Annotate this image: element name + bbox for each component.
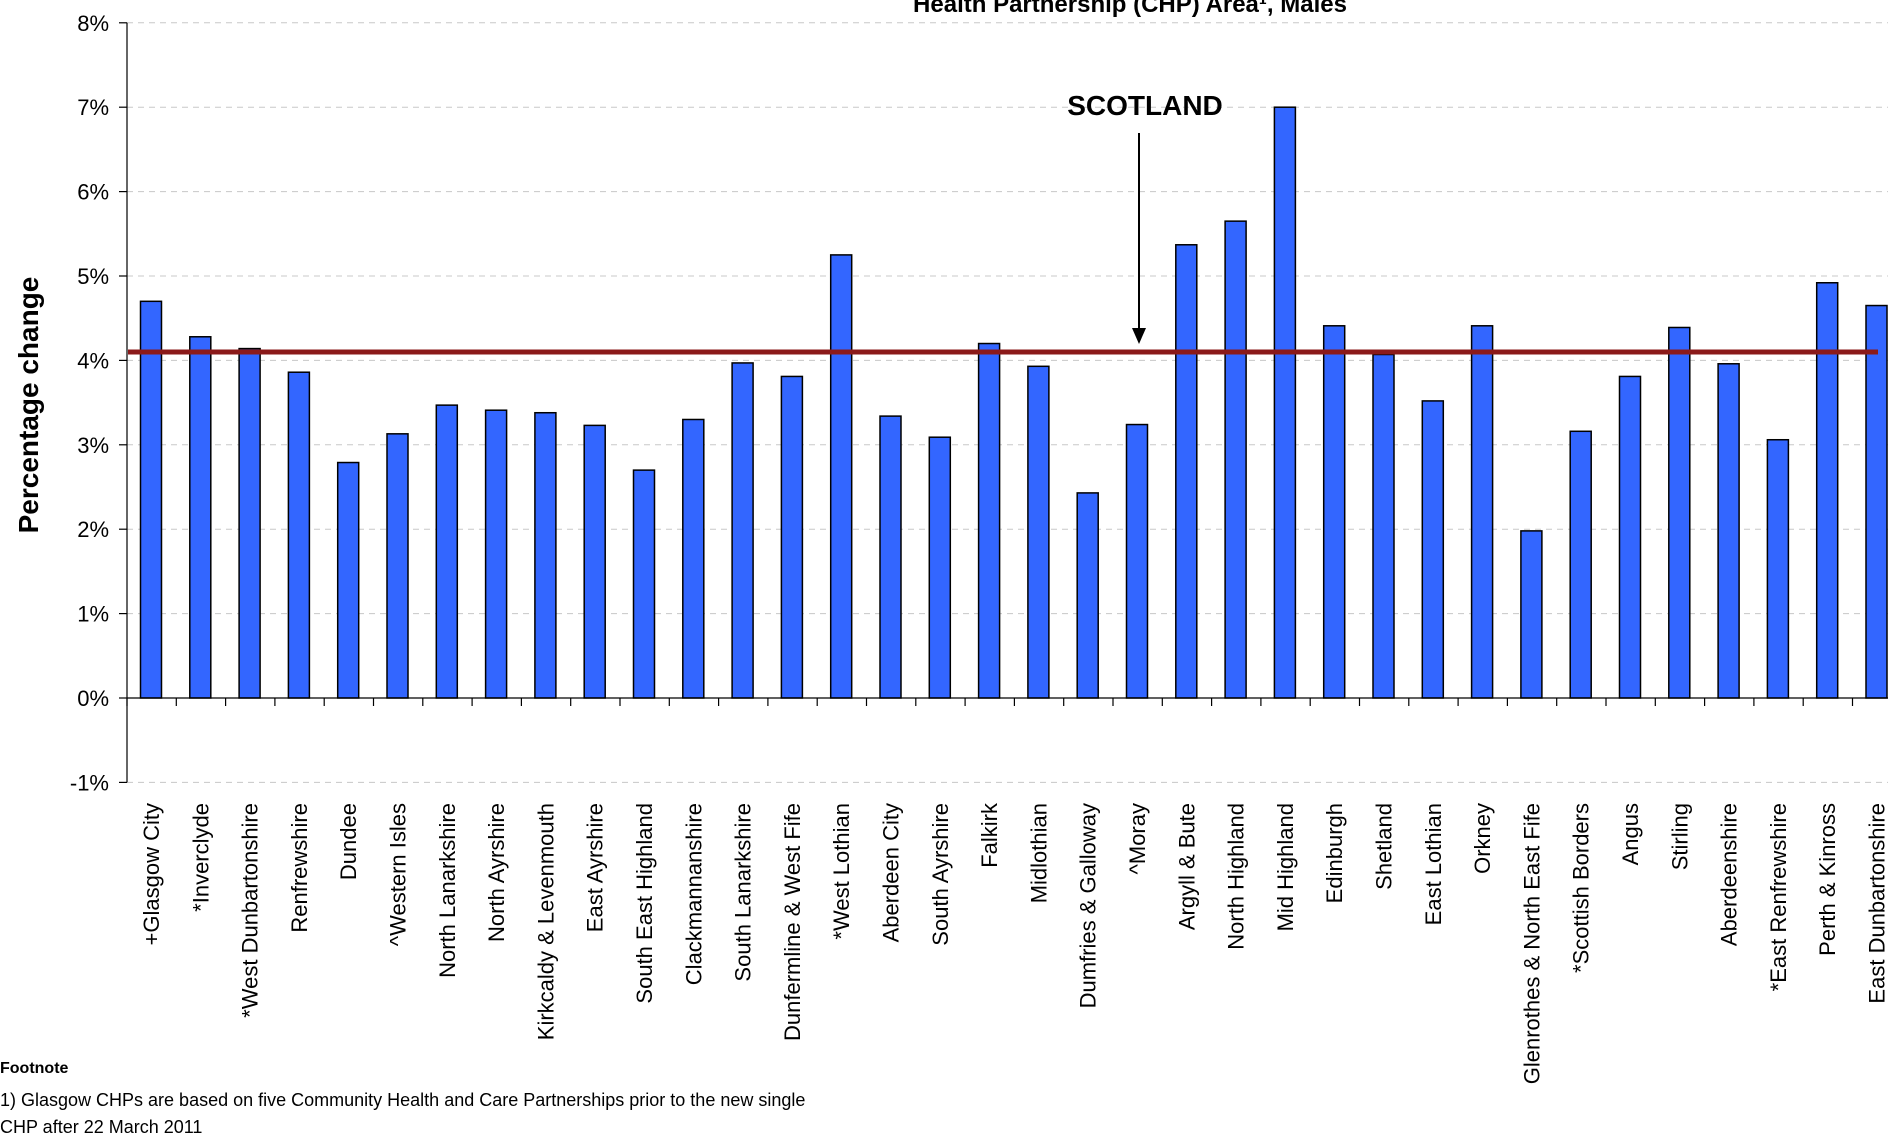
bar: [829, 254, 853, 699]
y-tick-label: -1%: [70, 770, 109, 795]
bar: [1372, 353, 1395, 699]
bar: [1175, 244, 1198, 699]
category-label: *Scottish Borders: [1569, 803, 1594, 973]
y-tick-label: 4%: [77, 348, 109, 373]
category-label: East Ayrshire: [583, 803, 608, 932]
category-label: Dunfermline & West Fife: [780, 803, 805, 1041]
bar: [534, 411, 557, 699]
category-label: ^Western Isles: [386, 803, 411, 946]
bar: [139, 300, 163, 699]
bar: [1273, 106, 1297, 699]
category-label: Renfrewshire: [287, 803, 312, 933]
bar: [1322, 325, 1346, 699]
bar: [1766, 438, 1790, 699]
bar: [484, 409, 508, 699]
category-label: Mid Highland: [1273, 803, 1298, 931]
bar: [1520, 530, 1543, 699]
bars: [139, 106, 1888, 699]
bar: [238, 347, 261, 699]
category-label: East Lothian: [1421, 803, 1446, 925]
bar: [336, 461, 360, 699]
footnote-title: Footnote: [0, 1060, 69, 1077]
category-label: +Glasgow City: [139, 803, 164, 945]
category-label: Argyll & Bute: [1174, 803, 1199, 930]
category-label: Perth & Kinross: [1815, 803, 1840, 956]
category-label: Angus: [1618, 803, 1643, 865]
category-label: ^Moray: [1125, 803, 1150, 874]
category-label: East Dunbartonshire: [1865, 803, 1888, 1004]
bar: [189, 336, 212, 699]
bar: [1076, 492, 1099, 699]
category-label: Glenrothes & North East Fife: [1519, 803, 1544, 1084]
bar: [1618, 375, 1642, 699]
y-tick-label: 8%: [77, 11, 109, 36]
bar: [1027, 365, 1050, 699]
category-label: North Ayrshire: [484, 803, 509, 942]
category-label: Clackmannanshire: [681, 803, 706, 985]
category-label: Shetland: [1372, 803, 1397, 890]
y-tick-labels: -1% 0% 1% 2% 3% 4% 5% 6% 7% 8%: [70, 11, 109, 796]
category-label: North Highland: [1224, 803, 1249, 950]
bar: [1421, 400, 1445, 699]
category-label: Dundee: [336, 803, 361, 880]
category-label: *West Dunbartonshire: [238, 803, 263, 1018]
y-tick-label: 2%: [77, 517, 109, 542]
y-tick-label: 3%: [77, 433, 109, 458]
category-label: South Ayrshire: [928, 803, 953, 946]
category-label: North Lanarkshire: [435, 803, 460, 978]
bar: [1865, 304, 1888, 699]
category-label: Aberdeenshire: [1717, 803, 1742, 946]
bar: [1717, 363, 1740, 699]
category-label: Stirling: [1667, 803, 1692, 870]
bar: [1569, 430, 1592, 699]
bar: [1224, 220, 1247, 699]
category-label: South East Highland: [632, 803, 657, 1004]
category-label: Edinburgh: [1322, 803, 1347, 903]
bar: [977, 342, 1001, 699]
y-tick-label: 0%: [77, 686, 109, 711]
category-label: Dumfries & Galloway: [1076, 803, 1101, 1008]
y-tick-label: 6%: [77, 180, 109, 205]
bar: [731, 362, 754, 699]
bar: [928, 436, 952, 699]
bar: [1668, 326, 1691, 699]
scotland-annotation-label: SCOTLAND: [1067, 90, 1223, 121]
bar: [632, 469, 656, 699]
bar: [1815, 282, 1839, 699]
bar: [583, 424, 606, 699]
y-tick-label: 1%: [77, 602, 109, 627]
category-label: Midlothian: [1026, 803, 1051, 903]
footnote-line-2: CHP after 22 March 2011: [0, 1117, 203, 1137]
bar: [780, 375, 804, 699]
arrow-head-icon: [1132, 327, 1146, 344]
chart-title: Health Partnership (CHP) Area¹, Males: [913, 0, 1347, 18]
bar: [1470, 325, 1494, 699]
axes: [119, 22, 1888, 784]
category-label: *Inverclyde: [188, 803, 213, 912]
category-label: Aberdeen City: [879, 803, 904, 942]
category-label: *East Renfrewshire: [1766, 803, 1791, 991]
bar: [386, 433, 409, 699]
y-axis-label: Percentage change: [13, 277, 44, 534]
category-label: Falkirk: [977, 802, 1002, 868]
bar: [879, 415, 902, 699]
bar: [1125, 423, 1149, 699]
category-label: *West Lothian: [829, 803, 854, 940]
y-tick-label: 7%: [77, 95, 109, 120]
category-label: Kirkcaldy & Levenmouth: [533, 803, 558, 1040]
bar: [682, 418, 705, 699]
bar: [435, 404, 459, 699]
category-label: South Lanarkshire: [731, 803, 756, 982]
category-labels: +Glasgow City *Inverclyde *West Dunbartons…: [139, 802, 1888, 1084]
category-label: Orkney: [1470, 803, 1495, 874]
y-tick-label: 5%: [77, 264, 109, 289]
footnote-line-1: 1) Glasgow CHPs are based on five Commun…: [0, 1090, 806, 1110]
bar: [287, 371, 311, 699]
